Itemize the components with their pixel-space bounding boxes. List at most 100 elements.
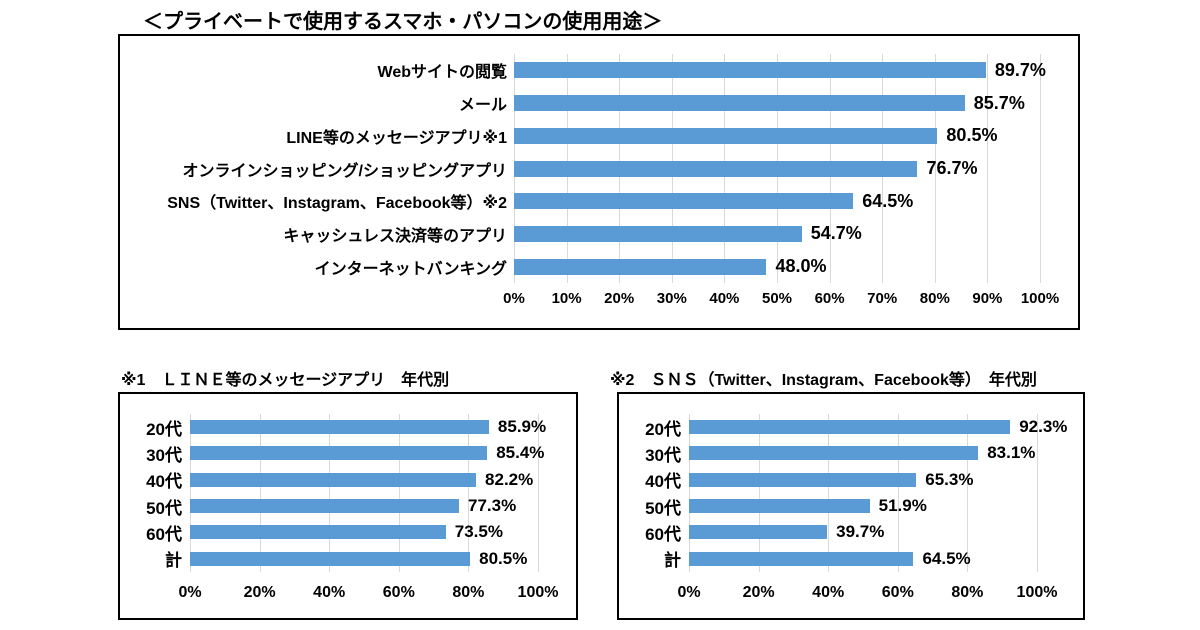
x-axis-tick: 100% xyxy=(517,584,559,601)
bar-row: 77.3% xyxy=(190,493,538,519)
gridline xyxy=(967,414,969,572)
category-label: 計 xyxy=(664,551,681,571)
value-label: 51.9% xyxy=(878,496,927,516)
x-axis: 0% 20% 40% 60% 80% 100% xyxy=(677,580,1057,604)
category-label: 50代 xyxy=(645,498,681,518)
bar-row: 64.5% xyxy=(689,546,1037,572)
bar-row: 80.5% xyxy=(514,119,1040,152)
plot-area: 85.9% 85.4% 82.2% 77.3% 73.5% 80.5% 0% 20% 40% 60… xyxy=(178,414,558,604)
bar-row: 85.7% xyxy=(514,87,1040,120)
line-app-by-age-chart-plot: 20代 30代 40代 50代 60代計 85.9% 85.4% 82.2% 77.3% 73.5… xyxy=(120,394,576,604)
bar xyxy=(689,472,917,487)
bar xyxy=(689,446,979,461)
value-label: 73.5% xyxy=(454,522,503,542)
bar-row: 65.3% xyxy=(689,467,1037,493)
x-axis-tick: 40% xyxy=(812,584,845,601)
bar xyxy=(190,525,446,540)
category-axis: Webサイトの閲覧 メール LINE等のメッセージアプリ※1 オンラインショッピング/… xyxy=(120,54,514,283)
bar-row: 82.2% xyxy=(190,467,538,493)
bar-row: 76.7% xyxy=(514,152,1040,185)
gridline xyxy=(190,414,191,572)
gridline xyxy=(758,414,760,572)
gridline xyxy=(259,414,261,572)
x-axis-tick: 100% xyxy=(1020,290,1060,307)
gridlines xyxy=(689,414,1038,572)
bar-row: 80.5% xyxy=(190,546,538,572)
bar xyxy=(689,499,870,514)
bar xyxy=(190,472,477,487)
value-label: 77.3% xyxy=(468,496,517,516)
bar-series: 85.9% 85.4% 82.2% 77.3% 73.5% 80.5% xyxy=(190,414,546,572)
bar-row: 92.3% xyxy=(689,414,1067,440)
category-label: 40代 xyxy=(146,472,182,492)
bar-row: 54.7% xyxy=(514,218,1040,251)
gridline xyxy=(987,54,989,283)
bar xyxy=(514,160,918,177)
bar-row: 39.7% xyxy=(689,519,1037,545)
category-label: 50代 xyxy=(146,498,182,518)
category-label: 20代 xyxy=(146,419,182,439)
bar-row: 83.1% xyxy=(689,440,1037,466)
x-axis-tick: 0% xyxy=(677,584,701,601)
gridlines xyxy=(190,414,539,572)
main-usage-chart: Webサイトの閲覧 メール LINE等のメッセージアプリ※1 オンラインショッピング/… xyxy=(118,34,1080,330)
value-label: 85.4% xyxy=(496,443,545,463)
gridline xyxy=(689,414,690,572)
value-label: 89.7% xyxy=(994,59,1046,80)
value-label: 82.2% xyxy=(485,469,534,489)
gridline xyxy=(828,414,830,572)
bar xyxy=(689,420,1011,435)
sns-chart-title: ※2 ＳＮＳ（Twitter、Instagram、Facebook等） 年代別 xyxy=(610,372,1037,389)
x-axis-tick: 10% xyxy=(551,290,582,307)
x-axis-tick: 60% xyxy=(814,290,845,307)
x-axis-tick: 70% xyxy=(867,290,898,307)
x-axis-tick: 50% xyxy=(761,290,793,307)
category-label: 60代 xyxy=(146,524,182,544)
line-app-by-age-chart: 20代 30代 40代 50代 60代計 85.9% 85.4% 82.2% 77.3% 73.5… xyxy=(118,392,578,620)
x-axis-tick: 80% xyxy=(951,584,984,601)
value-label: 76.7% xyxy=(926,158,978,179)
x-axis: 0% 10% 20% 30% 40% 50% 60% 70% 80% 90% 100% xyxy=(503,286,1059,312)
bar xyxy=(190,499,459,514)
bar xyxy=(689,551,914,566)
gridline xyxy=(468,414,470,572)
bar xyxy=(190,420,489,435)
x-axis-tick: 40% xyxy=(709,290,740,307)
bar xyxy=(514,225,802,242)
x-axis-tick: 20% xyxy=(604,290,635,307)
value-label: 85.7% xyxy=(973,92,1025,113)
bar xyxy=(514,258,767,275)
category-label: 30代 xyxy=(645,445,681,465)
plot-area: 92.3% 83.1% 65.3% 51.9% 39.7% 64.5% 0% 20% 40% 60… xyxy=(677,414,1067,604)
x-axis-tick: 20% xyxy=(243,584,276,601)
sns-by-age-chart: 20代 30代 40代 50代 60代計 92.3% 83.1% 65.3% 51.9% 39.7… xyxy=(617,392,1085,620)
bar xyxy=(514,95,965,112)
x-axis-tick: 0% xyxy=(503,290,525,307)
plot-area: 89.7% 85.7% 80.5% 76.7% 64.5% 54.7% 48.0% 0% 10%… xyxy=(503,54,1059,312)
category-label: LINE等のメッセージアプリ※1 xyxy=(286,129,507,147)
gridline xyxy=(329,414,331,572)
category-label: メール xyxy=(458,97,507,115)
bar-row: 85.4% xyxy=(190,440,544,466)
x-axis-tick: 0% xyxy=(178,584,202,601)
gridline xyxy=(538,414,539,572)
bar-series: 89.7% 85.7% 80.5% 76.7% 64.5% 54.7% 48.0% xyxy=(514,54,1046,283)
bar xyxy=(190,551,471,566)
bar xyxy=(514,193,854,210)
category-label: 計 xyxy=(165,551,182,571)
category-label: オンラインショッピング/ショッピングアプリ xyxy=(182,162,507,180)
gridline xyxy=(897,414,899,572)
value-label: 83.1% xyxy=(987,443,1036,463)
x-axis: 0% 20% 40% 60% 80% 100% xyxy=(178,580,558,604)
value-label: 65.3% xyxy=(925,469,974,489)
bar-row: 73.5% xyxy=(190,519,538,545)
bar-series: 92.3% 83.1% 65.3% 51.9% 39.7% 64.5% xyxy=(689,414,1067,572)
value-label: 39.7% xyxy=(836,522,885,542)
category-label: 20代 xyxy=(645,419,681,439)
bar-row: 89.7% xyxy=(514,54,1046,87)
main-usage-chart-plot: Webサイトの閲覧 メール LINE等のメッセージアプリ※1 オンラインショッピング/… xyxy=(120,36,1078,312)
gridline xyxy=(1040,54,1041,283)
gridline xyxy=(1037,414,1038,572)
category-label: 40代 xyxy=(645,472,681,492)
x-axis-tick: 80% xyxy=(452,584,485,601)
